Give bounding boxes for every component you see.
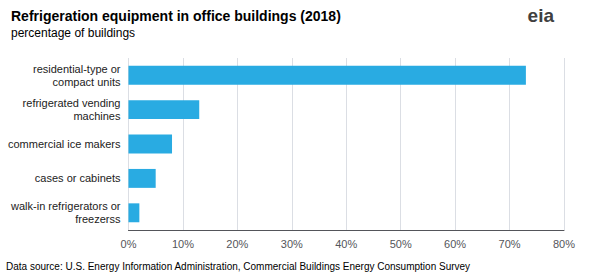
svg-text:residential-type or: residential-type or [33,63,121,75]
svg-text:80%: 80% [553,238,575,250]
svg-text:30%: 30% [281,238,303,250]
svg-text:eia: eia [528,5,555,26]
svg-text:cases or cabinets: cases or cabinets [35,172,121,184]
svg-text:machines: machines [73,110,121,122]
svg-text:percentage of buildings: percentage of buildings [11,26,135,40]
svg-text:40%: 40% [335,238,357,250]
svg-text:refrigerated vending: refrigerated vending [23,97,121,109]
svg-text:20%: 20% [226,238,248,250]
svg-text:60%: 60% [444,238,466,250]
svg-text:freezerss: freezerss [75,213,121,225]
svg-text:walk-in refrigerators or: walk-in refrigerators or [10,200,121,212]
svg-text:Data source: U.S. Energy Infor: Data source: U.S. Energy Information Adm… [6,261,470,272]
svg-text:commercial ice makers: commercial ice makers [8,138,121,150]
svg-text:compact units: compact units [53,76,121,88]
svg-text:10%: 10% [172,238,194,250]
svg-text:0%: 0% [121,238,137,250]
svg-text:70%: 70% [499,238,521,250]
svg-text:50%: 50% [390,238,412,250]
svg-text:Refrigeration equipment in off: Refrigeration equipment in office buildi… [11,8,341,24]
